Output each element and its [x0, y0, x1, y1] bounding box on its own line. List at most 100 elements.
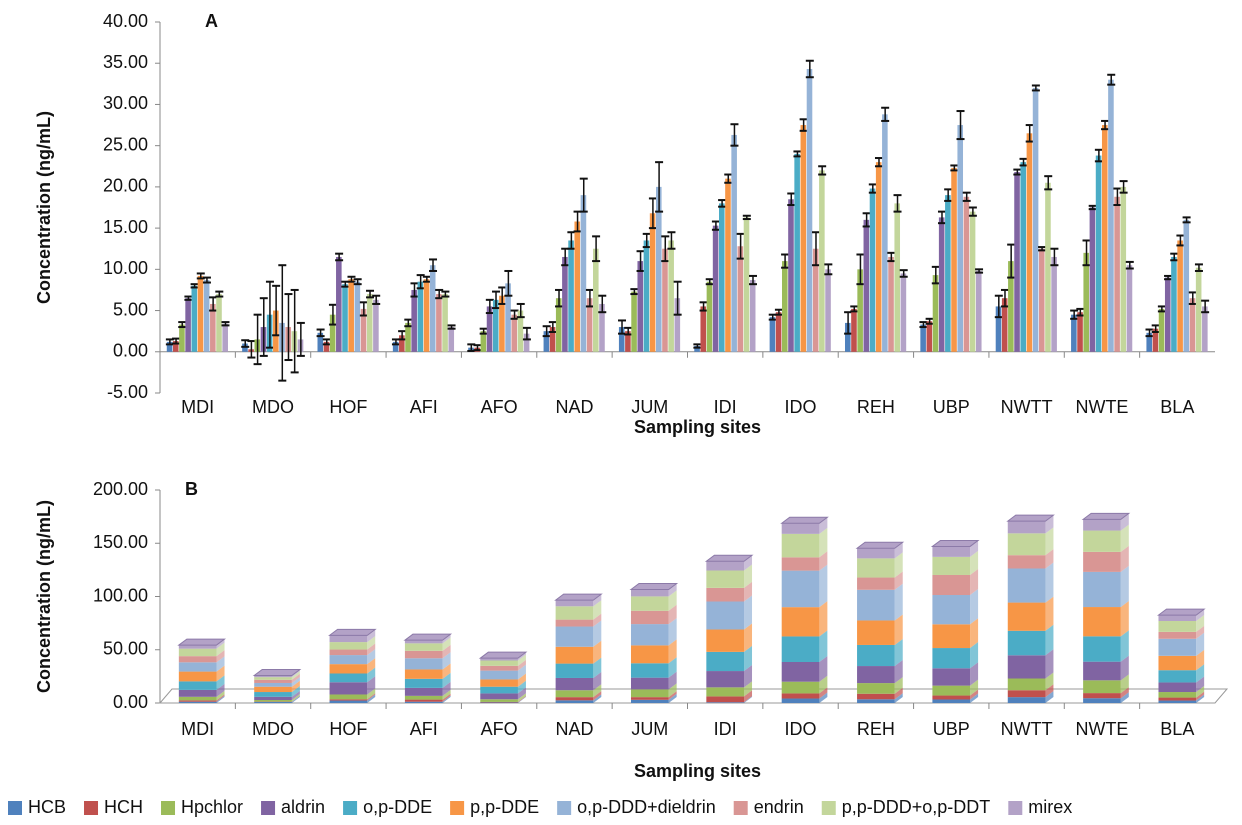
x-axis-title: Sampling sites [634, 417, 761, 437]
bar-segment [630, 596, 669, 611]
bar [649, 213, 656, 352]
bar [975, 270, 982, 352]
bar [1032, 87, 1039, 352]
error-bar [347, 275, 356, 283]
bar [957, 125, 964, 352]
bar-segment-side [367, 667, 376, 683]
bar-segment-side [970, 540, 979, 557]
bar-segment-side [1196, 614, 1205, 632]
bar-segment-side [970, 662, 979, 686]
bar-top [177, 638, 227, 646]
bar [486, 306, 493, 352]
bar [1183, 219, 1190, 352]
bar-segment [1158, 692, 1197, 698]
bar-segment-side [1045, 527, 1054, 556]
bar [951, 167, 957, 352]
bar-segment-side [1045, 672, 1054, 691]
bar-segment [781, 681, 820, 694]
bar-segment-side [894, 677, 903, 694]
bar [932, 275, 939, 352]
bar-segment-side [291, 673, 300, 683]
bar-segment [480, 701, 518, 703]
bar-segment [254, 679, 292, 683]
bar [857, 269, 863, 352]
bar-segment [1007, 555, 1046, 569]
bar-segment-side [1045, 562, 1054, 603]
bar [599, 303, 605, 352]
bar-segment-side [1196, 649, 1205, 671]
error-bar [1013, 168, 1022, 176]
bar-segment [1158, 670, 1197, 683]
bar-segment [706, 687, 745, 697]
bar-segment [404, 699, 443, 702]
error-bar [699, 301, 708, 312]
bar-segment-side [216, 639, 225, 649]
bar-segment [329, 699, 368, 701]
error-bar [585, 288, 594, 308]
y-axis-title: Concentration (ng/mL) [34, 500, 54, 693]
bar-segment-side [668, 693, 677, 703]
bar-segment [555, 626, 594, 647]
bar-segment [1007, 655, 1046, 679]
x-tick-label: IDI [714, 397, 737, 417]
error-bar [718, 199, 727, 208]
error-bar [881, 106, 890, 122]
bar-segment [1083, 551, 1121, 572]
bar [969, 211, 976, 352]
bar-segment [857, 548, 895, 559]
bar-segment-side [970, 550, 979, 575]
bar [492, 299, 499, 352]
error-bar [555, 288, 564, 308]
bar-segment-side [668, 683, 677, 698]
bar-segment-side [1045, 691, 1054, 703]
bar-segment [178, 656, 217, 663]
error-bar [1119, 180, 1128, 194]
bar-segment-side [291, 676, 300, 687]
bar-segment-side [291, 694, 300, 702]
bar-segment [404, 678, 443, 688]
bar-segment [630, 589, 669, 597]
bar-segment [1083, 636, 1121, 662]
x-tick-label: MDO [252, 397, 294, 417]
bar-segment-side [1196, 694, 1205, 703]
error-bar [1044, 175, 1053, 191]
bar-segment [1007, 678, 1046, 691]
legend-swatch [733, 801, 748, 815]
bar-segment-side [442, 693, 451, 702]
bar-segment [555, 600, 594, 607]
bar-segment-side [894, 542, 903, 559]
bar [668, 240, 674, 352]
error-bar [190, 283, 199, 289]
bar-segment [706, 696, 745, 703]
bar-segment-side [367, 658, 376, 674]
bar [1171, 256, 1177, 352]
error-bar [944, 188, 953, 202]
x-tick-label: JUM [631, 397, 668, 417]
bar-segment [480, 665, 518, 671]
bar-segment [555, 663, 594, 678]
bar [166, 341, 173, 352]
bar-segment [857, 699, 895, 703]
x-tick-label: NWTT [1001, 397, 1053, 417]
bar-segment-side [517, 693, 526, 702]
bar [1008, 261, 1014, 352]
bar-segment-side [517, 664, 526, 680]
error-bar [818, 165, 827, 176]
bar-segment [781, 698, 820, 703]
bar-segment-side [216, 650, 225, 663]
error-bar [742, 214, 751, 221]
bar [938, 217, 945, 352]
bar [568, 240, 574, 352]
error-bar [316, 328, 325, 338]
bar-segment-side [517, 687, 526, 700]
x-tick-label: NAD [555, 397, 593, 417]
error-bar [473, 344, 482, 352]
bar-segment-side [442, 644, 451, 659]
bar-segment-side [517, 654, 526, 666]
bar-segment [555, 606, 594, 620]
bar-top [478, 651, 528, 659]
bar-segment [480, 660, 518, 666]
bar-segment [1158, 638, 1197, 656]
bar-segment [254, 686, 292, 693]
bar-segment-side [593, 691, 602, 701]
